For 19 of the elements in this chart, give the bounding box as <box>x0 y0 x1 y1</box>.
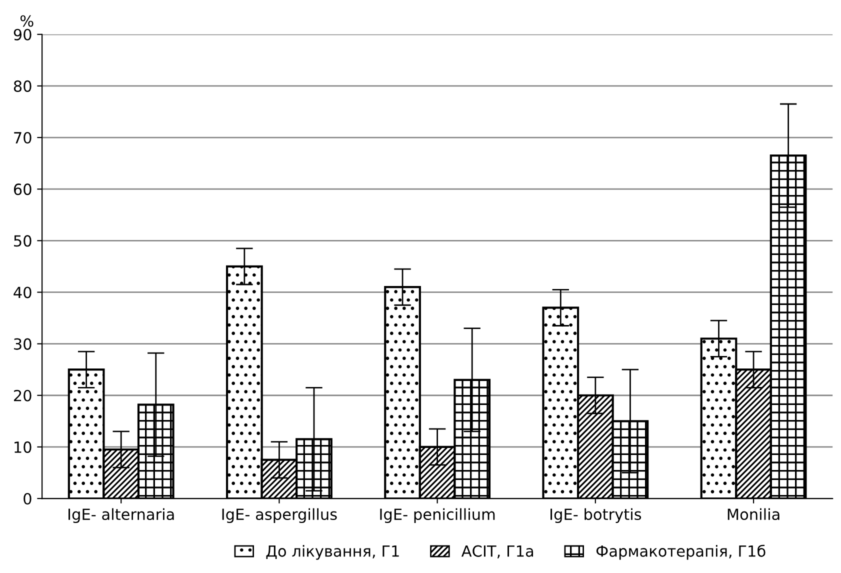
x-tick-label: IgE- aspergillus <box>222 508 337 524</box>
x-tick-label: IgE- botrytis <box>550 508 642 524</box>
y-tick-label: 10 <box>14 441 32 453</box>
legend-label: АСІТ, Г1а <box>461 545 534 558</box>
y-tick-label: 0 <box>24 492 32 505</box>
y-axis-title: % <box>20 15 34 27</box>
legend-label: До лікування, Г1 <box>266 545 399 560</box>
x-tick-label: Monilia <box>728 508 780 520</box>
y-tick-label: 40 <box>14 286 32 298</box>
y-tick-label: 50 <box>14 235 32 247</box>
y-tick-label: 70 <box>14 132 32 144</box>
y-tick-label: 20 <box>14 390 32 402</box>
y-tick-label: 90 <box>14 28 32 40</box>
y-tick-label: 60 <box>14 184 32 196</box>
x-tick-label: IgE- penicillium <box>380 508 495 524</box>
y-tick-label: 80 <box>14 80 32 92</box>
y-tick-label: 30 <box>14 338 32 350</box>
x-tick-label: IgE- alternaria <box>68 508 174 524</box>
legend-label: Фармакотерапія, Г1б <box>596 544 766 560</box>
